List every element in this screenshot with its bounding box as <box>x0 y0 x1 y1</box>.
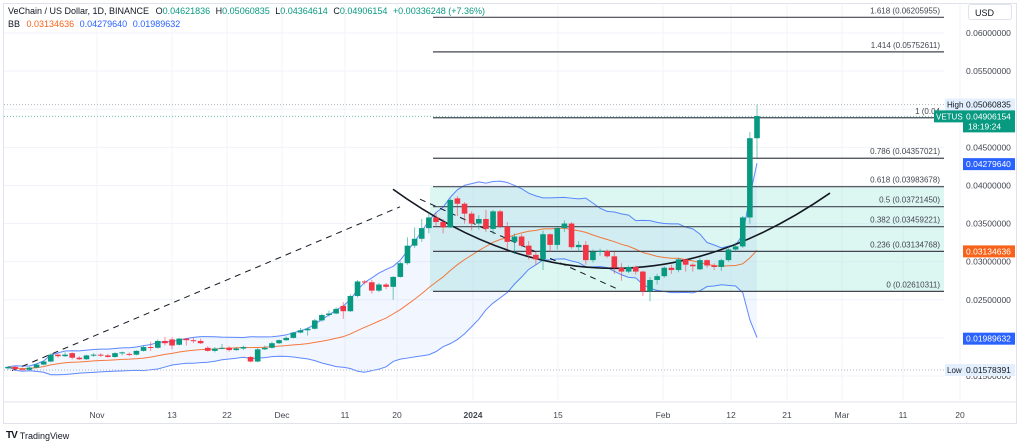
low-label: L <box>275 6 281 16</box>
open-value: 0.04621836 <box>162 6 211 16</box>
tradingview-brand[interactable]: TradingView <box>19 430 70 441</box>
svg-text:0.02500000: 0.02500000 <box>966 295 1011 305</box>
svg-text:High: High <box>947 101 963 110</box>
svg-text:18:19:24: 18:19:24 <box>968 121 1001 131</box>
bb-upper-value: 0.04279640 <box>79 19 128 29</box>
svg-text:0.05060835: 0.05060835 <box>966 100 1011 110</box>
svg-text:0.786 (0.04357021): 0.786 (0.04357021) <box>870 147 940 156</box>
svg-text:0.04500000: 0.04500000 <box>966 142 1011 152</box>
svg-text:Mar: Mar <box>835 410 850 420</box>
svg-text:0.04906154: 0.04906154 <box>966 111 1011 121</box>
svg-text:0.04000000: 0.04000000 <box>966 180 1011 190</box>
svg-text:2024: 2024 <box>464 410 483 420</box>
svg-text:VETUSD: VETUSD <box>936 112 969 121</box>
svg-text:22: 22 <box>222 410 232 420</box>
symbol-legend-row: VeChain / US Dollar, 1D, BINANCE O0.0462… <box>8 5 488 18</box>
svg-text:0.05500000: 0.05500000 <box>966 66 1011 76</box>
svg-text:0 (0.02610311): 0 (0.02610311) <box>886 280 940 289</box>
svg-text:0.03500000: 0.03500000 <box>966 219 1011 229</box>
open-label: O <box>155 6 163 16</box>
high-value: 0.05060835 <box>222 6 270 16</box>
svg-text:0.01989632: 0.01989632 <box>966 334 1011 344</box>
change-value: +0.00336248 (+7.36%) <box>392 6 485 16</box>
svg-text:11: 11 <box>899 410 908 420</box>
svg-text:0.618 (0.03983678): 0.618 (0.03983678) <box>870 176 940 185</box>
close-label: C <box>333 6 340 16</box>
bb-legend-row: BB 0.03134636 0.04279640 0.01989632 <box>8 18 488 31</box>
svg-text:0.06000000: 0.06000000 <box>966 28 1011 38</box>
svg-text:0.382 (0.03459221): 0.382 (0.03459221) <box>870 216 940 225</box>
svg-text:0.03000000: 0.03000000 <box>966 257 1011 267</box>
symbol-title[interactable]: VeChain / US Dollar, 1D, BINANCE <box>8 6 150 16</box>
svg-text:21: 21 <box>782 410 792 420</box>
svg-text:Nov: Nov <box>89 410 105 420</box>
svg-text:Feb: Feb <box>656 410 671 420</box>
currency-button[interactable]: USD <box>968 4 1012 20</box>
svg-text:0.5 (0.03721450): 0.5 (0.03721450) <box>879 196 940 205</box>
svg-text:Dec: Dec <box>274 410 290 420</box>
svg-text:20: 20 <box>955 410 965 420</box>
chart-legend: VeChain / US Dollar, 1D, BINANCE O0.0462… <box>8 5 488 31</box>
svg-text:1 (0.04: 1 (0.04 <box>915 107 940 116</box>
footer-brand: TV TradingView <box>6 430 69 441</box>
svg-text:12: 12 <box>726 410 736 420</box>
svg-text:0.04279640: 0.04279640 <box>966 159 1011 169</box>
svg-text:15: 15 <box>553 410 563 420</box>
svg-text:0.01578391: 0.01578391 <box>966 365 1011 375</box>
svg-text:11: 11 <box>341 410 350 420</box>
bb-basis-value: 0.03134636 <box>26 19 75 29</box>
svg-text:0.236 (0.03134768): 0.236 (0.03134768) <box>870 240 940 249</box>
tradingview-logo-icon: TV <box>6 430 18 441</box>
svg-text:20: 20 <box>392 410 402 420</box>
svg-text:0.03134636: 0.03134636 <box>966 246 1011 256</box>
svg-text:1.414 (0.05752611): 1.414 (0.05752611) <box>871 41 941 50</box>
bb-lower-value: 0.01989632 <box>132 19 181 29</box>
svg-text:Low: Low <box>947 366 962 375</box>
high-label: H <box>215 6 223 16</box>
svg-text:1.618 (0.06205955): 1.618 (0.06205955) <box>870 6 940 15</box>
svg-text:13: 13 <box>167 410 177 420</box>
low-value: 0.04364614 <box>280 6 328 16</box>
bb-label[interactable]: BB <box>8 19 21 29</box>
close-value: 0.04906154 <box>339 6 388 16</box>
